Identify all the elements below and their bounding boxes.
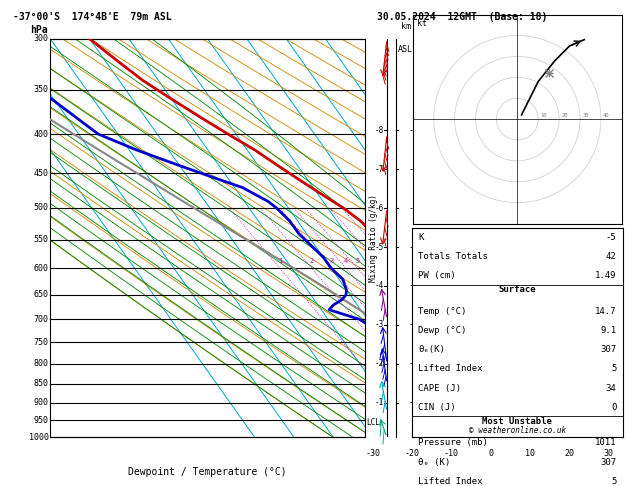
Text: Totals Totals: Totals Totals <box>418 252 488 261</box>
Text: 14.7: 14.7 <box>595 307 616 315</box>
Text: Lifted Index: Lifted Index <box>418 364 483 373</box>
Text: 900: 900 <box>34 398 49 407</box>
Text: 20: 20 <box>561 113 568 118</box>
Text: -2: -2 <box>409 359 419 368</box>
Text: 4: 4 <box>344 259 348 264</box>
Text: 30: 30 <box>604 450 613 458</box>
Text: 42: 42 <box>606 252 616 261</box>
Text: 307: 307 <box>600 345 616 354</box>
Text: -20: -20 <box>404 450 420 458</box>
Text: 1000: 1000 <box>29 433 49 442</box>
Text: Dewp (°C): Dewp (°C) <box>418 326 467 335</box>
Text: kt: kt <box>417 19 427 28</box>
Text: 300: 300 <box>34 35 49 43</box>
Text: 1.49: 1.49 <box>595 271 616 280</box>
Text: Pressure (mb): Pressure (mb) <box>418 438 488 447</box>
Text: -10: -10 <box>444 450 459 458</box>
Text: -37°00'S  174°4B'E  79m ASL: -37°00'S 174°4B'E 79m ASL <box>13 12 171 22</box>
Text: 1011: 1011 <box>595 438 616 447</box>
Text: -1: -1 <box>374 399 384 407</box>
Text: Surface: Surface <box>499 285 536 294</box>
Text: CAPE (J): CAPE (J) <box>418 383 461 393</box>
Text: -5: -5 <box>409 243 419 252</box>
Text: -8: -8 <box>409 126 419 135</box>
Text: 5: 5 <box>611 364 616 373</box>
Legend: Temperature, Dewpoint, Parcel Trajectory, Dry Adiabat, Wet Adiabat, Isotherm, Mi: Temperature, Dewpoint, Parcel Trajectory… <box>428 39 525 124</box>
Text: Lifted Index: Lifted Index <box>418 477 483 486</box>
Text: 500: 500 <box>34 204 49 212</box>
Text: -5: -5 <box>606 233 616 242</box>
Text: CIN (J): CIN (J) <box>418 403 456 412</box>
Text: -3: -3 <box>374 320 384 330</box>
Text: 2: 2 <box>309 259 314 264</box>
Text: Mixing Ratio (g/kg): Mixing Ratio (g/kg) <box>369 194 377 282</box>
Text: 800: 800 <box>34 359 49 368</box>
Text: PW (cm): PW (cm) <box>418 271 456 280</box>
Text: 5: 5 <box>355 259 360 264</box>
Text: -7: -7 <box>374 165 384 174</box>
Text: 600: 600 <box>34 264 49 273</box>
Text: 40: 40 <box>603 113 610 118</box>
Text: -1: -1 <box>409 399 419 407</box>
Text: 307: 307 <box>600 457 616 467</box>
Text: ASL: ASL <box>398 45 413 54</box>
Text: θₑ(K): θₑ(K) <box>418 345 445 354</box>
Text: -4: -4 <box>374 281 384 291</box>
Text: 950: 950 <box>34 416 49 425</box>
Text: km: km <box>401 22 411 31</box>
Text: 3: 3 <box>330 259 333 264</box>
Text: -30: -30 <box>365 450 380 458</box>
Text: -4: -4 <box>409 281 419 291</box>
Text: Dewpoint / Temperature (°C): Dewpoint / Temperature (°C) <box>128 468 287 477</box>
Text: -8: -8 <box>374 126 384 135</box>
Text: Temp (°C): Temp (°C) <box>418 307 467 315</box>
Text: 34: 34 <box>606 383 616 393</box>
Text: -5: -5 <box>374 243 384 252</box>
Text: LCL: LCL <box>366 418 381 427</box>
Text: 10: 10 <box>540 113 547 118</box>
Text: 10: 10 <box>525 450 535 458</box>
Text: hPa: hPa <box>30 25 48 35</box>
Text: 1: 1 <box>278 259 282 264</box>
Text: 750: 750 <box>34 338 49 347</box>
Text: θₑ (K): θₑ (K) <box>418 457 450 467</box>
Text: -7: -7 <box>409 165 419 174</box>
Text: 450: 450 <box>34 169 49 177</box>
Text: 650: 650 <box>34 290 49 299</box>
Text: 550: 550 <box>34 235 49 244</box>
Text: 30.05.2024  12GMT  (Base: 18): 30.05.2024 12GMT (Base: 18) <box>377 12 548 22</box>
Text: 30: 30 <box>582 113 589 118</box>
Text: 0: 0 <box>611 403 616 412</box>
Text: 20: 20 <box>564 450 574 458</box>
Text: Most Unstable: Most Unstable <box>482 417 552 426</box>
Text: 0: 0 <box>488 450 493 458</box>
Text: -3: -3 <box>409 320 419 330</box>
Text: 400: 400 <box>34 130 49 139</box>
Text: © weatheronline.co.uk: © weatheronline.co.uk <box>469 426 566 435</box>
Text: 850: 850 <box>34 379 49 388</box>
Text: K: K <box>418 233 424 242</box>
Text: 700: 700 <box>34 315 49 324</box>
Text: -2: -2 <box>374 359 384 368</box>
Text: 9.1: 9.1 <box>600 326 616 335</box>
Text: 5: 5 <box>611 477 616 486</box>
Text: -6: -6 <box>374 204 384 212</box>
Text: -6: -6 <box>409 204 419 212</box>
Text: 350: 350 <box>34 86 49 94</box>
